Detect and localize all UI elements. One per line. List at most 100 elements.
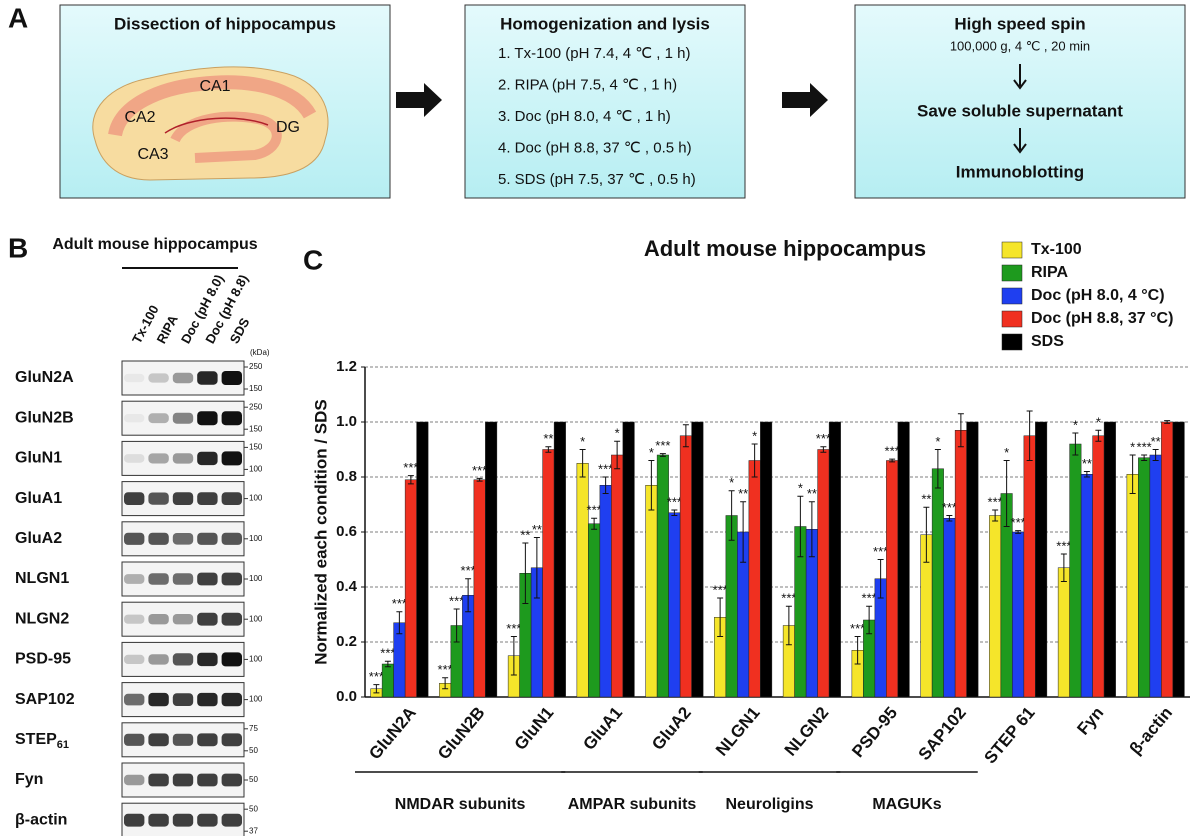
panel-label: C (303, 244, 323, 275)
significance: *** (667, 494, 682, 509)
bar (1149, 454, 1162, 698)
band (124, 654, 145, 664)
error-bar (877, 559, 884, 599)
band (172, 653, 194, 666)
error-bar (602, 476, 609, 494)
protein-label: NLGN2 (15, 610, 69, 627)
error-bar (442, 677, 449, 690)
significance: * (1096, 415, 1101, 430)
error-bar (465, 578, 472, 613)
band (148, 654, 169, 665)
error-bar (510, 636, 517, 676)
kda-marker: 100 (249, 655, 263, 664)
error-bar (808, 501, 815, 558)
error-bar (1003, 460, 1010, 527)
error-bar (682, 424, 689, 448)
error-bar (545, 446, 552, 453)
band (148, 692, 169, 707)
significance: * (580, 434, 585, 449)
protocol-step: 1. Tx-100 (pH 7.4, 4 ℃ , 1 h) (498, 45, 691, 62)
band (148, 813, 169, 827)
dentate-gyrus-layer (170, 111, 282, 163)
protocol-step: 2. RIPA (pH 7.5, 4 ℃ , 1 h) (498, 76, 677, 93)
protein-label: β-actin (15, 811, 67, 828)
region-label: CA3 (137, 146, 168, 163)
kda-marker: 50 (249, 746, 258, 755)
region-label: CA2 (124, 109, 155, 126)
significance: *** (598, 461, 613, 476)
bar (381, 663, 394, 698)
bar (828, 421, 841, 698)
significance: * (1004, 445, 1009, 460)
legend-label: SDS (1031, 333, 1064, 350)
protein-subscript: 61 (57, 739, 69, 751)
bar (1023, 435, 1036, 698)
kda-marker: 150 (249, 384, 263, 393)
error-bar (671, 509, 678, 516)
error-bar (384, 660, 391, 668)
significance: *** (1137, 439, 1152, 454)
error-bar (1015, 530, 1022, 534)
bar (645, 485, 658, 698)
kda-marker: 100 (249, 465, 263, 474)
band (221, 733, 242, 747)
significance: *** (1056, 538, 1071, 553)
significance: ** (520, 527, 530, 542)
x-tick-label: NLGN1 (712, 703, 764, 759)
band (148, 373, 169, 383)
band (221, 692, 242, 707)
kda-marker: 37 (249, 826, 258, 835)
legend-swatch (1001, 333, 1023, 351)
protein-label: SAP102 (15, 691, 75, 708)
band (148, 453, 169, 464)
significance: *** (392, 596, 407, 611)
significance: *** (380, 646, 395, 661)
band (148, 614, 169, 625)
arrow (782, 83, 828, 117)
bar (1161, 421, 1174, 698)
band (124, 414, 145, 423)
protein-label: GluN2B (15, 409, 74, 426)
lane-label: SDS (227, 315, 253, 346)
bar (886, 460, 899, 698)
band (197, 492, 218, 505)
band (172, 533, 194, 545)
kda-marker: 50 (249, 804, 258, 813)
protein-label: GluN1 (15, 450, 62, 467)
significance: ** (1151, 434, 1161, 449)
error-bar (1060, 553, 1067, 582)
bar (416, 421, 429, 698)
band (148, 573, 169, 585)
error-bar (1026, 410, 1033, 461)
error-bar (797, 495, 804, 558)
x-tick-label: PSD-95 (848, 703, 901, 761)
error-bar (522, 542, 529, 604)
band (124, 733, 145, 746)
panel-label: B (8, 232, 28, 263)
bar (1126, 474, 1139, 698)
group-label: MAGUKs (872, 796, 941, 813)
step: Immunoblotting (956, 162, 1084, 181)
band (221, 813, 242, 827)
error-bar (476, 477, 483, 482)
band (124, 693, 145, 706)
chart-title: Adult mouse hippocampus (644, 236, 926, 261)
significance: *** (449, 593, 464, 608)
bar (691, 421, 704, 698)
y-tick-label: 1.2 (336, 358, 357, 375)
bar (404, 479, 417, 698)
significance: *** (403, 460, 418, 475)
x-tick-label: NLGN2 (781, 703, 833, 759)
band (197, 612, 218, 626)
x-tick-label: GluN1 (511, 703, 558, 754)
panel-label: A (8, 2, 28, 33)
band (197, 411, 218, 426)
kda-marker: 150 (249, 424, 263, 433)
bar (989, 515, 1002, 698)
y-tick-label: 1.0 (336, 413, 357, 430)
band (124, 492, 145, 505)
protein-label: STEP61 (15, 731, 69, 751)
significance: *** (885, 444, 900, 459)
band (221, 532, 242, 545)
x-tick-label: SAP102 (915, 703, 970, 764)
